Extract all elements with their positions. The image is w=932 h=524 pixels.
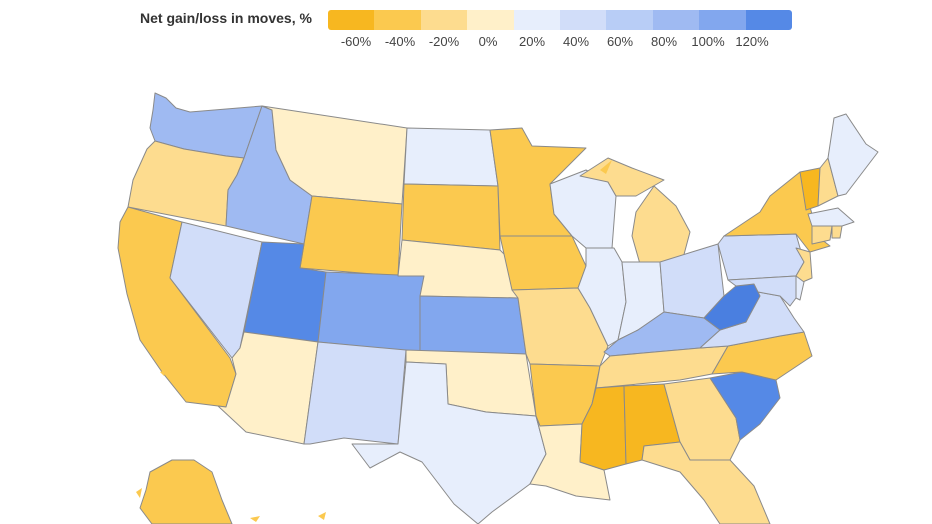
legend-swatch-9 <box>745 10 792 30</box>
state-ct[interactable] <box>811 225 833 245</box>
state-nh[interactable] <box>817 157 839 207</box>
state-ma[interactable] <box>807 207 855 227</box>
legend-tick-4: 20% <box>518 34 546 49</box>
legend-tick-6: 60% <box>606 34 634 49</box>
state-il[interactable] <box>577 247 627 347</box>
legend-tick-9: 120% <box>735 34 769 49</box>
legend-swatch-5 <box>560 10 607 30</box>
state-la[interactable] <box>529 415 611 501</box>
legend-swatch-6 <box>606 10 653 30</box>
legend-tick-1: -40% <box>384 34 416 49</box>
legend-color-scale <box>328 10 792 30</box>
legend-tick-8: 100% <box>691 34 725 49</box>
state-nm[interactable] <box>303 341 407 445</box>
legend-swatch-1 <box>374 10 421 30</box>
state-ri[interactable] <box>831 225 843 239</box>
legend-swatch-0 <box>328 10 375 30</box>
state-mi[interactable] <box>579 157 691 265</box>
state-co[interactable] <box>317 271 425 353</box>
legend-tick-3: 0% <box>478 34 498 49</box>
state-md[interactable] <box>727 275 797 307</box>
island-shape-3 <box>600 160 612 174</box>
legend-tick-2: -20% <box>428 34 460 49</box>
legend-tick-5: 40% <box>562 34 590 49</box>
state-ak[interactable] <box>139 459 233 524</box>
state-tx[interactable] <box>351 361 547 524</box>
legend-swatch-7 <box>652 10 700 30</box>
island-shape-1 <box>318 512 326 520</box>
state-fl[interactable] <box>641 441 771 524</box>
island-shape-0 <box>136 488 142 498</box>
state-ks[interactable] <box>419 295 527 355</box>
legend-title: Net gain/loss in moves, % <box>140 10 312 26</box>
state-pa[interactable] <box>717 233 805 281</box>
island-shape-4 <box>160 370 166 376</box>
island-shape-2 <box>250 516 260 522</box>
state-ia[interactable] <box>499 235 587 291</box>
legend-swatch-3 <box>467 10 514 30</box>
state-me[interactable] <box>827 113 879 197</box>
legend-tick-0: -60% <box>340 34 372 49</box>
legend-swatch-8 <box>699 10 746 30</box>
state-sd[interactable] <box>401 183 501 251</box>
legend-swatch-2 <box>420 10 468 30</box>
state-nd[interactable] <box>403 127 499 187</box>
legend-swatch-4 <box>513 10 561 30</box>
legend-tick-labels: -60% -40% -20% 0% 20% 40% 60% 80% 100% 1… <box>328 34 792 50</box>
state-wy[interactable] <box>299 195 403 277</box>
legend-tick-7: 80% <box>650 34 678 49</box>
